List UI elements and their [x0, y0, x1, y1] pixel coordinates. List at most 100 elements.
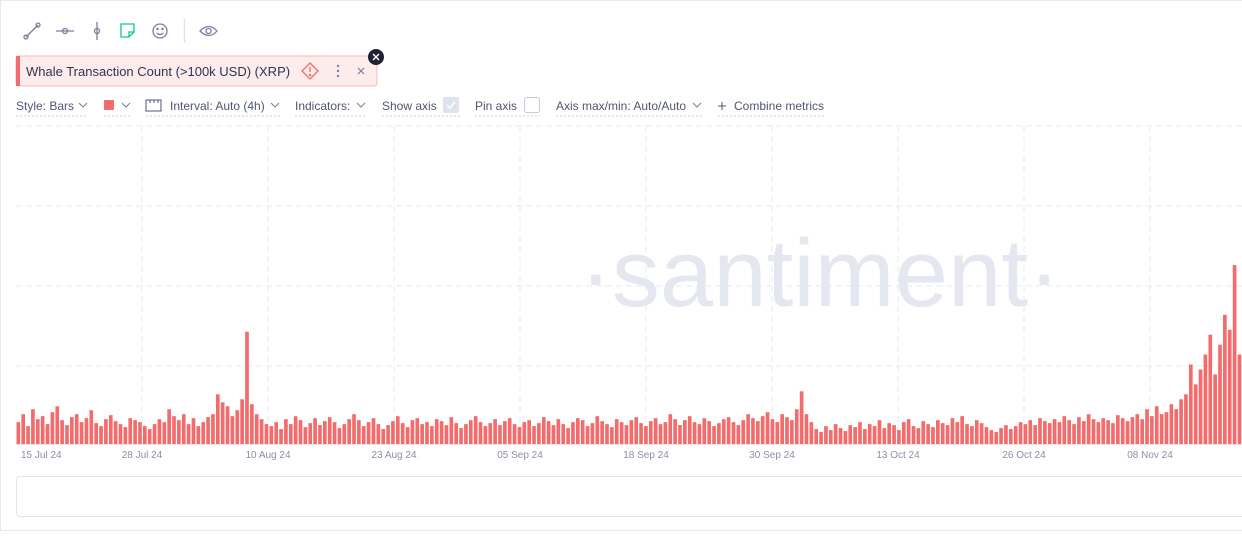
- bar: [878, 420, 882, 444]
- bar: [960, 416, 964, 444]
- bar: [1150, 416, 1154, 444]
- bar: [902, 422, 906, 444]
- bar: [917, 428, 921, 444]
- bar: [143, 426, 147, 444]
- bar: [659, 424, 663, 444]
- bar: [698, 424, 702, 444]
- navigator[interactable]: [17, 477, 1242, 517]
- bar: [36, 419, 40, 444]
- bar: [673, 419, 677, 444]
- bar: [814, 429, 818, 444]
- bar: [600, 421, 604, 444]
- bar: [1126, 421, 1130, 444]
- bar: [109, 415, 113, 444]
- bar: [912, 426, 916, 444]
- x-tick-label: 18 Sep 24: [623, 450, 669, 461]
- close-badge[interactable]: [368, 49, 384, 65]
- bar: [377, 424, 381, 444]
- bar: [211, 414, 215, 444]
- bar: [21, 414, 25, 444]
- bar: [411, 420, 415, 444]
- bar: [795, 409, 799, 444]
- bar: [357, 420, 361, 444]
- bar: [372, 418, 376, 444]
- bar: [931, 427, 935, 444]
- bar: [284, 419, 288, 444]
- x-tick-label: 15 Jul 24: [21, 450, 62, 461]
- bar: [1155, 406, 1159, 444]
- bar: [737, 425, 741, 444]
- bar: [158, 419, 162, 444]
- bar: [216, 394, 220, 444]
- bar: [994, 432, 998, 444]
- bar: [104, 419, 108, 444]
- bar: [756, 421, 760, 444]
- bar: [513, 424, 517, 444]
- show-axis-label: Show axis: [382, 99, 437, 113]
- bar: [965, 424, 969, 444]
- bar: [153, 424, 157, 444]
- bar: [304, 427, 308, 444]
- bar: [805, 414, 809, 444]
- bar: [94, 423, 98, 444]
- bar: [907, 419, 911, 444]
- bar: [338, 428, 342, 444]
- bar: [396, 416, 400, 444]
- bar: [148, 429, 152, 444]
- bar: [775, 422, 779, 444]
- bar: [571, 422, 575, 444]
- bar: [508, 418, 512, 444]
- bar: [561, 424, 565, 444]
- bar: [503, 421, 507, 444]
- bar: [683, 420, 687, 444]
- bar: [493, 419, 497, 444]
- menu-icon[interactable]: [337, 65, 339, 77]
- bar: [999, 428, 1003, 444]
- bar: [581, 420, 585, 444]
- bar: [717, 423, 721, 444]
- bar: [970, 426, 974, 444]
- bar: [1101, 418, 1105, 444]
- bar: [323, 421, 327, 444]
- bar: [722, 419, 726, 444]
- bar: [464, 424, 468, 444]
- bar: [873, 426, 877, 444]
- bar: [1111, 423, 1115, 444]
- bar: [381, 429, 385, 444]
- bar: [1053, 419, 1057, 444]
- bar: [868, 424, 872, 444]
- bar: [1233, 265, 1237, 444]
- bar: [333, 422, 337, 444]
- bar: [1004, 425, 1008, 444]
- bar: [488, 423, 492, 444]
- chip-color: [16, 56, 20, 86]
- interval-label: Interval: Auto (4h): [170, 99, 265, 113]
- bar: [1009, 429, 1013, 444]
- bar: [138, 422, 142, 444]
- bar: [449, 417, 453, 444]
- bar: [610, 427, 614, 444]
- x-tick-label: 13 Oct 24: [876, 450, 920, 461]
- bar: [1184, 394, 1188, 444]
- bar: [819, 432, 823, 444]
- bar: [1131, 417, 1135, 444]
- bar: [537, 423, 541, 444]
- bar: [124, 427, 128, 444]
- bar: [226, 406, 230, 444]
- bar: [634, 417, 638, 444]
- bar: [985, 427, 989, 444]
- axis-range-label: Axis max/min: Auto/Auto: [556, 99, 686, 113]
- bar: [644, 426, 648, 444]
- x-tick-label: 26 Oct 24: [1002, 450, 1046, 461]
- bar: [1218, 345, 1222, 444]
- bar: [26, 426, 30, 444]
- bar: [668, 414, 672, 444]
- bar: [702, 418, 706, 444]
- bar: [975, 420, 979, 444]
- bar: [469, 420, 473, 444]
- x-tick-label: 08 Nov 24: [1127, 450, 1173, 461]
- bar: [1121, 418, 1125, 444]
- bar: [1194, 384, 1198, 444]
- bar: [1072, 424, 1076, 444]
